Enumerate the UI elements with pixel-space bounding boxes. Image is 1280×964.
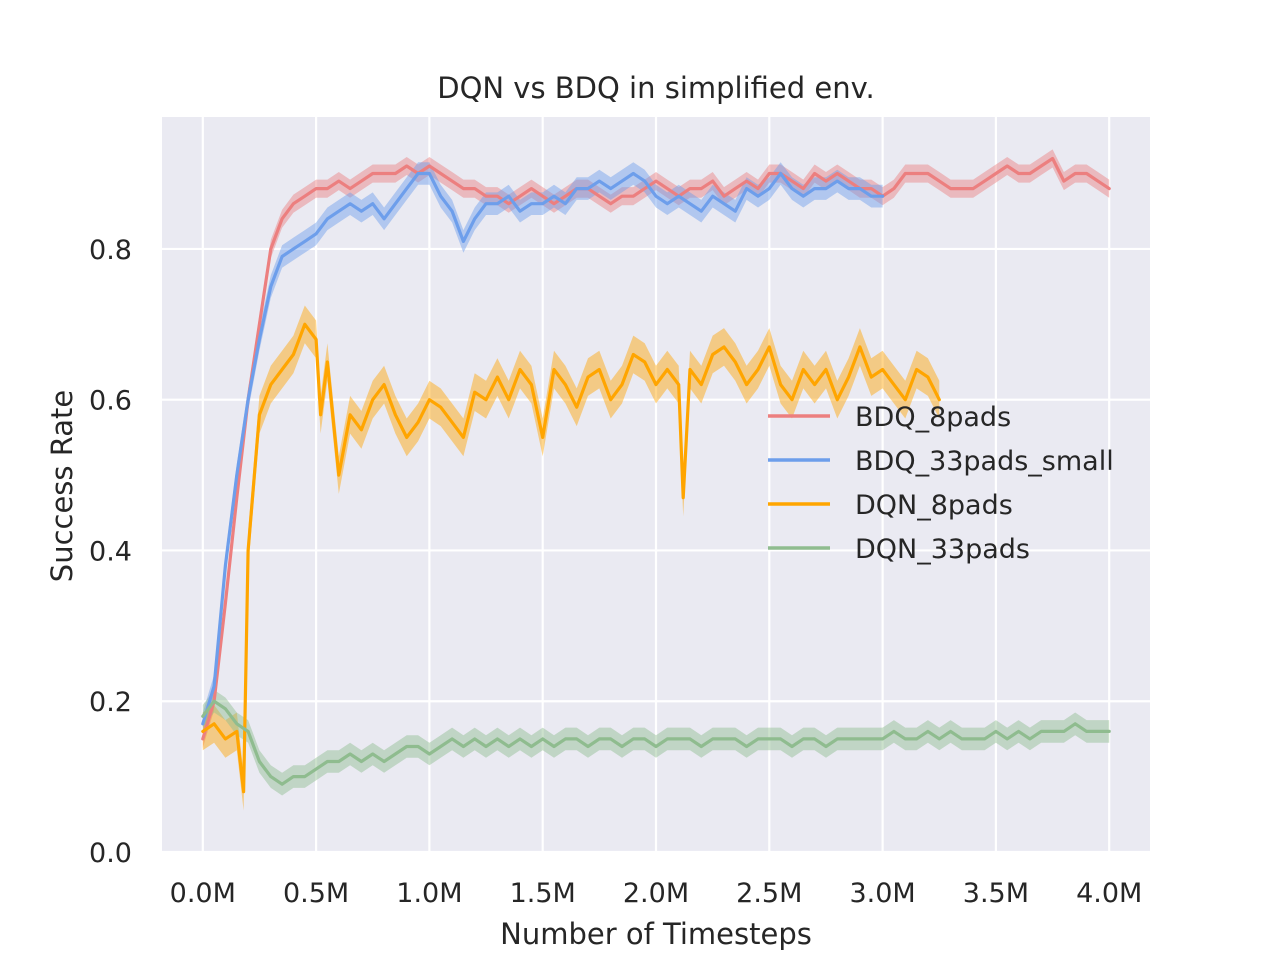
y-tick-label: 0.0 (89, 838, 132, 869)
x-tick-label: 1.0M (396, 878, 462, 909)
series-band-BDQ_8pads (202, 149, 1110, 748)
y-tick-labels: 0.0 0.2 0.4 0.6 0.8 (89, 235, 132, 869)
y-tick-label: 0.8 (89, 235, 132, 266)
x-axis-label: Number of Timesteps (500, 917, 812, 951)
y-tick-label: 0.2 (89, 687, 132, 718)
x-tick-labels: 0.0M 0.5M 1.0M 1.5M 2.0M 2.5M 3.0M 3.5M 4.0M (170, 878, 1143, 909)
x-tick-label: 2.0M (623, 878, 689, 909)
series-line-BDQ_33pads_small (201, 171, 885, 726)
legend-label: BDQ_33pads_small (855, 446, 1114, 477)
series-band-DQN_8pads (202, 305, 940, 811)
y-tick-label: 0.4 (89, 536, 132, 567)
x-tick-label: 4.0M (1076, 878, 1142, 909)
series-band-DQN_33pads (202, 689, 1110, 796)
grid (162, 117, 1150, 854)
x-tick-label: 0.0M (170, 878, 236, 909)
x-tick-label: 1.5M (510, 878, 576, 909)
series-line-DQN_33pads (201, 699, 1111, 786)
legend-label: BDQ_8pads (855, 402, 1011, 433)
x-tick-label: 3.5M (963, 878, 1029, 909)
legend-label: DQN_33pads (855, 534, 1030, 565)
y-axis-label: Success Rate (45, 390, 79, 582)
legend: BDQ_8pads BDQ_33pads_small DQN_8pads DQN_33… (768, 402, 1114, 565)
chart-title: DQN vs BDQ in simplified env. (437, 71, 875, 105)
confidence-bands (202, 149, 1110, 811)
y-tick-label: 0.6 (89, 386, 132, 417)
series-lines (201, 156, 1111, 794)
series-line-DQN_8pads (201, 322, 941, 794)
x-tick-label: 0.5M (283, 878, 349, 909)
legend-label: DQN_8pads (855, 490, 1013, 521)
x-tick-label: 3.0M (849, 878, 915, 909)
x-tick-label: 2.5M (736, 878, 802, 909)
series-line-BDQ_8pads (201, 156, 1111, 741)
